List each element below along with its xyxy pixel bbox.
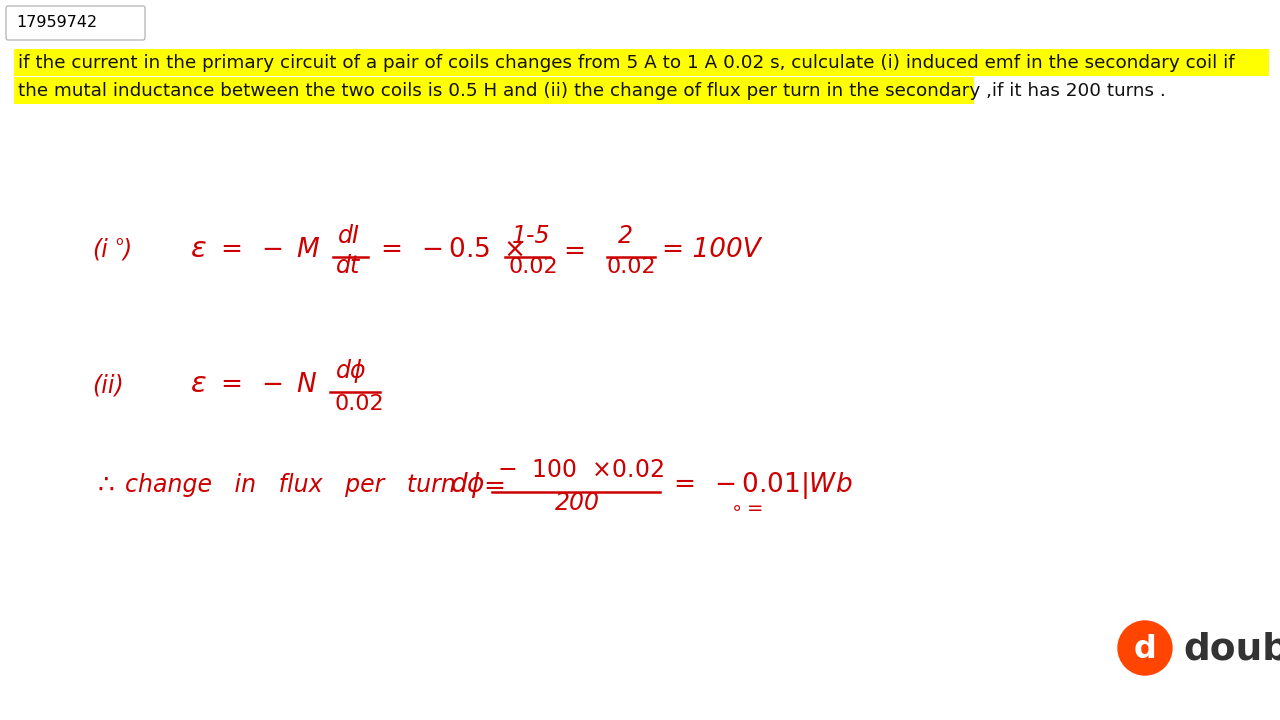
Text: $= \ - \ N$: $= \ - \ N$ (215, 372, 317, 398)
Text: = 100V: = 100V (662, 237, 760, 263)
Text: $\circ =$: $\circ =$ (730, 497, 763, 516)
Text: $\varepsilon$: $\varepsilon$ (189, 370, 206, 398)
Text: change   in   flux   per   turn: change in flux per turn (125, 473, 456, 497)
Text: 17959742: 17959742 (15, 15, 97, 30)
Text: $-$  100  $\times$0.02: $-$ 100 $\times$0.02 (497, 458, 664, 482)
FancyBboxPatch shape (6, 6, 145, 40)
Text: 0.02: 0.02 (335, 394, 384, 414)
Text: $= \ -0.01|Wb$: $= \ -0.01|Wb$ (668, 470, 852, 501)
Text: 2: 2 (618, 224, 634, 248)
Text: $=$: $=$ (477, 472, 504, 498)
Text: d$\phi$: d$\phi$ (335, 357, 367, 385)
Text: the mutal inductance between the two coils is 0.5 H and (ii) the change of flux : the mutal inductance between the two coi… (18, 82, 1166, 100)
Text: 0.02: 0.02 (508, 257, 558, 277)
Text: $\varepsilon$: $\varepsilon$ (189, 235, 206, 263)
Text: doubtnut: doubtnut (1183, 631, 1280, 667)
Text: (ii): (ii) (92, 373, 124, 397)
Text: 0.02: 0.02 (607, 257, 657, 277)
Bar (14, 77, 974, 104)
Circle shape (1117, 621, 1172, 675)
Text: dI: dI (338, 224, 360, 248)
Bar (14, 49, 1268, 76)
Text: ): ) (122, 238, 132, 262)
Text: 200: 200 (556, 491, 600, 515)
Text: $\therefore$: $\therefore$ (92, 472, 114, 498)
Text: 1-5: 1-5 (512, 224, 550, 248)
Text: $= \ -0.5 \ \times$: $= \ -0.5 \ \times$ (375, 237, 525, 263)
Text: $=$: $=$ (558, 237, 585, 263)
Text: o: o (115, 235, 123, 248)
Text: $= \ - \ M$: $= \ - \ M$ (215, 237, 321, 263)
Text: if the current in the primary circuit of a pair of coils changes from 5 A to 1 A: if the current in the primary circuit of… (18, 54, 1235, 72)
Text: dt: dt (335, 254, 360, 278)
Text: d$\phi$: d$\phi$ (451, 470, 485, 500)
Text: (i: (i (92, 238, 108, 262)
Text: d: d (1134, 634, 1156, 665)
